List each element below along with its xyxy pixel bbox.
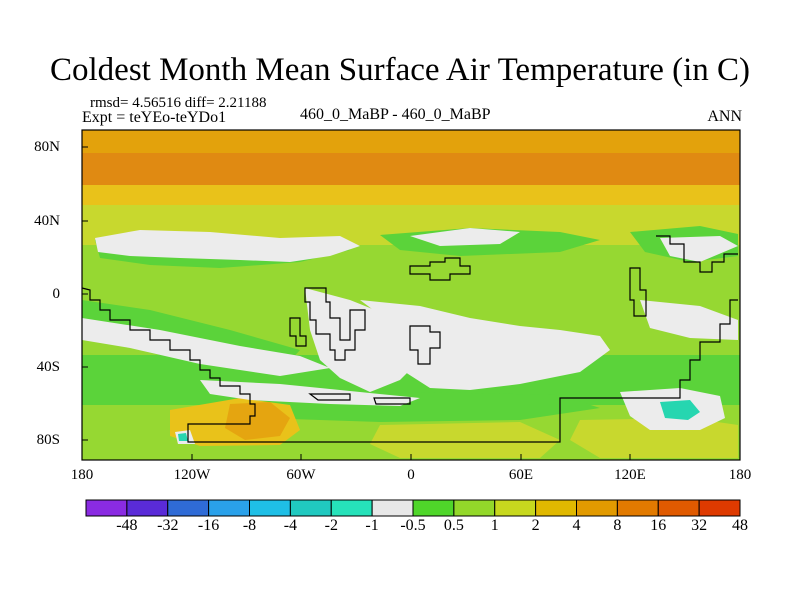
white-region-south-band <box>200 380 420 406</box>
colorbar-label: -1 <box>365 517 379 534</box>
white-region-west-tropic <box>82 318 330 376</box>
coast-south-strip <box>308 393 351 401</box>
colorbar-swatch <box>208 499 251 517</box>
x-tick-0: 0 <box>407 467 415 483</box>
colorbar-swatch <box>535 499 578 517</box>
coast-island-west <box>289 317 307 347</box>
tick-marks <box>82 146 631 460</box>
season-label: ANN <box>707 108 742 125</box>
coast-northeast <box>656 235 738 273</box>
colorbar-swatch <box>249 499 291 517</box>
y-tick-80n: 80N <box>34 139 60 155</box>
orange-spot-southwest <box>225 402 290 440</box>
x-tick-60e: 60E <box>508 467 534 483</box>
colorbar-swatch <box>657 499 700 517</box>
colorbar-swatch <box>494 499 537 517</box>
colorbar-swatch <box>698 499 741 517</box>
colorbar-swatch <box>289 499 332 517</box>
warm-patch-south-center <box>370 422 560 458</box>
white-region-north-west <box>95 230 360 262</box>
colorbar-label: 8 <box>613 517 622 534</box>
colorbar-label: -4 <box>283 517 298 534</box>
rmsd-diff-label: rmsd= 4.56516 diff= 2.21188 <box>90 95 267 111</box>
colorbar-label: -8 <box>242 517 257 534</box>
colorbar-swatch <box>167 499 210 517</box>
experiment-label: Expt = teYEo-teYDo1 <box>82 109 227 126</box>
colorbar-swatch <box>126 499 169 517</box>
y-tick-0: 0 <box>52 286 61 302</box>
x-tick-180e: 180 <box>728 467 752 483</box>
colorbar-label: -48 <box>116 517 138 534</box>
colorbar-swatch <box>576 499 618 517</box>
white-region-central <box>360 300 610 390</box>
colorbar-label: 4 <box>572 517 581 534</box>
x-tick-180w: 180 <box>70 467 94 483</box>
coast-central-continent <box>304 287 366 361</box>
coast-west-south <box>81 287 738 443</box>
coast-east-island <box>629 267 647 317</box>
map-panel <box>81 129 741 461</box>
colorbar-label: -32 <box>157 517 179 534</box>
colorbar-swatch <box>453 499 496 517</box>
plot-title: Coldest Month Mean Surface Air Temperatu… <box>50 52 750 88</box>
colorbar-label: 0.5 <box>443 517 464 534</box>
x-tick-60w: 60W <box>286 467 316 483</box>
white-region-continent <box>305 288 430 392</box>
y-tick-40s: 40S <box>36 359 60 375</box>
x-tick-120w: 120W <box>173 467 211 483</box>
colorbar-label: 32 <box>691 517 708 534</box>
cyan-spot-small-west <box>178 433 188 441</box>
y-tick-40n: 40N <box>34 213 60 229</box>
white-region-north-east <box>410 228 520 246</box>
band-arctic-dark <box>82 153 740 185</box>
colorbar-label: -0.5 <box>400 517 426 534</box>
x-tick-120e: 120E <box>614 467 646 483</box>
colorbar-swatch <box>616 499 659 517</box>
colorbar-swatch <box>330 499 373 517</box>
colorbar-label: -16 <box>197 517 220 534</box>
white-region-far-east <box>660 236 738 262</box>
white-region-east-tropic <box>640 300 738 340</box>
cyan-spot-southeast <box>660 400 700 420</box>
colorbar-swatch <box>371 499 414 517</box>
coast-central-east <box>409 325 441 365</box>
coast-south-island <box>373 397 411 405</box>
colorbar-label: 2 <box>531 517 540 534</box>
colorbar-swatch <box>85 499 128 517</box>
colorbar-swatch <box>412 499 455 517</box>
colorbar-label: -2 <box>324 517 338 534</box>
coastlines <box>81 235 738 443</box>
period-label: 460_0_MaBP - 460_0_MaBP <box>300 106 491 123</box>
coast-north-mid <box>409 257 471 281</box>
colorbar <box>85 499 741 517</box>
colorbar-label: 1 <box>490 517 499 534</box>
colorbar-label: 48 <box>732 517 748 534</box>
y-tick-80s: 80S <box>36 432 60 448</box>
band-subarctic <box>82 185 740 205</box>
colorbar-label: 16 <box>650 517 667 534</box>
band-polar-north <box>82 130 740 153</box>
